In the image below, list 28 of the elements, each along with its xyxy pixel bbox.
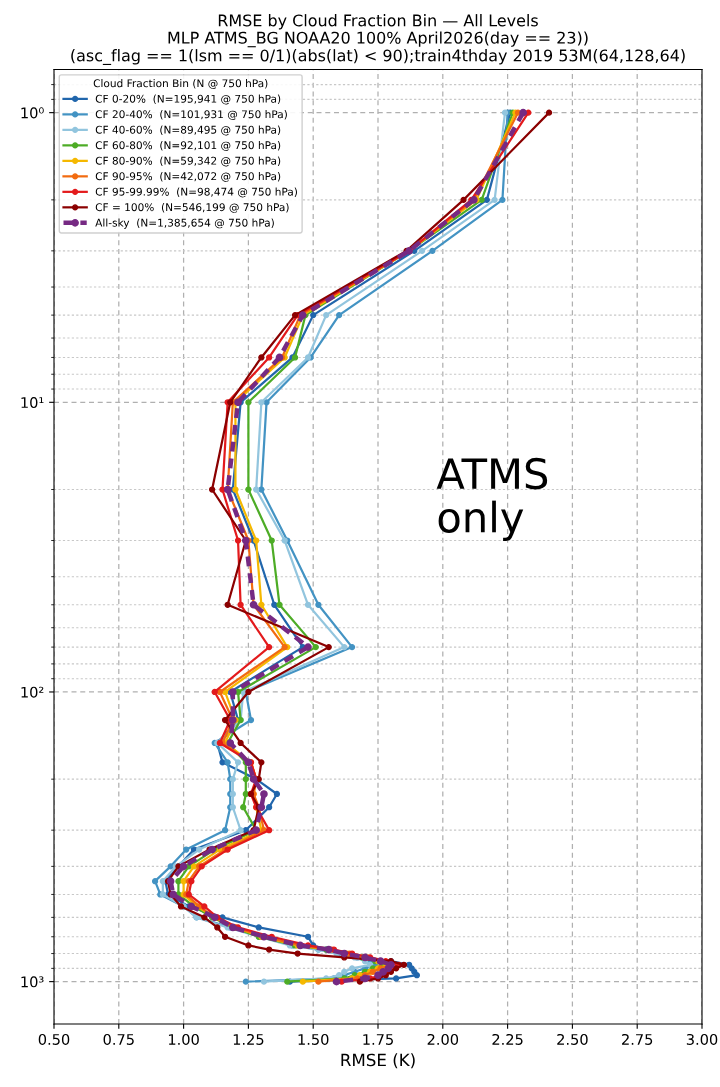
chart-title: RMSE by Cloud Fraction Bin — All Levels MLP ATMS_BG NOAA20 100% April2026(day == 23)) (asc_flag == 1(lsm == 0/1)(abs(lat) < 90);train4thday 2019 53M(64,128,64) [71, 14, 685, 65]
x-tick-label: 3.00 [686, 1033, 718, 1045]
legend-label: CF = 100% (N=546,199 @ 750 hPa) [95, 203, 289, 213]
legend-label: CF 80-90% (N=59,342 @ 750 hPa) [95, 156, 281, 167]
x-tick-label: 1.25 [233, 1033, 264, 1045]
legend-label: CF 0-20% (N=195,941 @ 750 hPa) [95, 94, 281, 105]
x-tick-label: 1.00 [168, 1033, 199, 1045]
x-tick-label: 1.50 [298, 1033, 329, 1045]
y-tick-label: 10² [21, 686, 44, 698]
legend-label: CF 60-80% (N=92,101 @ 750 hPa) [95, 141, 281, 151]
y-tick-label: 10¹ [21, 397, 44, 409]
x-axis-title: RMSE (K) [341, 1053, 415, 1069]
y-tick-label: 10³ [21, 976, 44, 988]
x-tick-label: 0.50 [38, 1033, 70, 1045]
legend-label: CF 20-40% (N=101,931 @ 750 hPa) [95, 110, 287, 120]
x-tick-label: 2.25 [492, 1033, 523, 1045]
legend-title: Cloud Fraction Bin (N @ 750 hPa) [93, 79, 268, 89]
legend-label: CF 95-99.99% (N=98,474 @ 750 hPa) [95, 187, 297, 198]
x-tick-label: 0.75 [103, 1033, 134, 1045]
legend-label: CF 90-95% (N=42,072 @ 750 hPa) [95, 172, 281, 182]
annotation: ATMS only [436, 457, 548, 541]
legend-label: All-sky (N=1,385,654 @ 750 hPa) [95, 218, 274, 229]
x-tick-label: 1.75 [363, 1034, 393, 1045]
y-tick-label: 10⁰ [21, 107, 44, 119]
x-tick-label: 2.75 [622, 1033, 653, 1045]
x-tick-label: 2.50 [557, 1033, 588, 1045]
legend-label: CF 40-60% (N=89,495 @ 750 hPa) [95, 125, 281, 136]
x-tick-label: 2.00 [427, 1033, 459, 1045]
